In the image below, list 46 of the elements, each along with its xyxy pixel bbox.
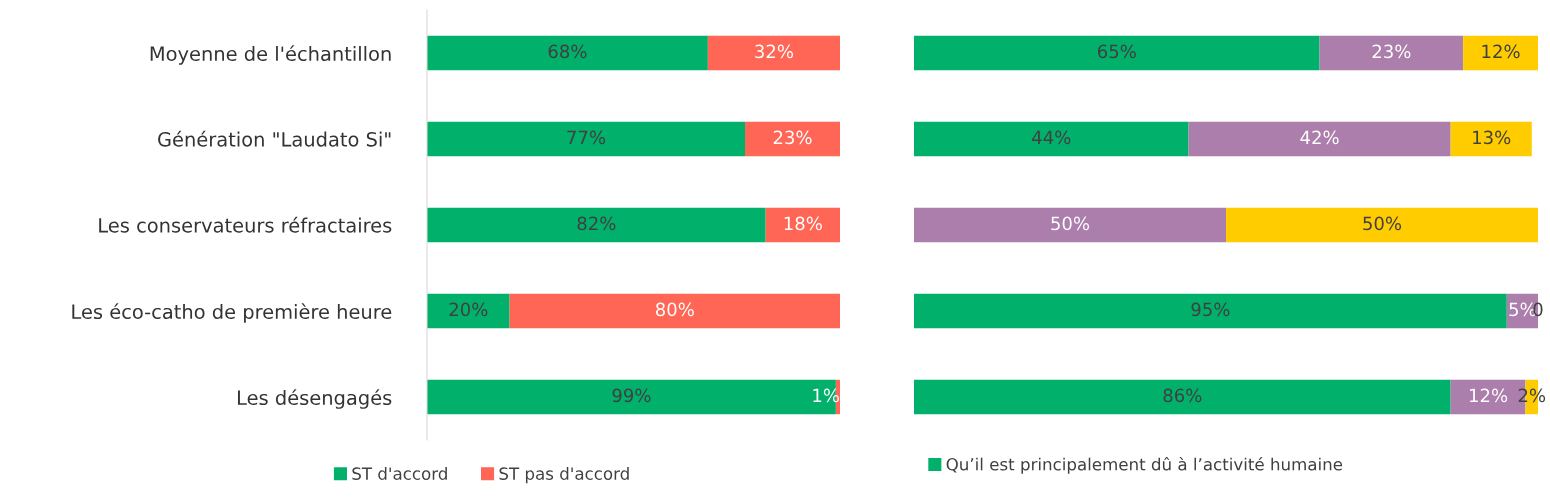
data-label: 80% [655, 302, 694, 317]
data-label: 95% [1191, 302, 1230, 317]
bar [427, 121, 746, 157]
data-label: 65% [1098, 44, 1136, 59]
data-label: 18% [784, 216, 822, 231]
bar [509, 293, 840, 329]
data-label: 50% [1051, 216, 1090, 231]
data-label: 20% [449, 302, 488, 317]
bar [427, 207, 766, 243]
y-tick-label: Moyenne de l'échantillon [150, 45, 391, 65]
data-label: 68% [548, 44, 587, 59]
data-label: 13% [1473, 130, 1511, 145]
bar [1226, 207, 1538, 243]
data-label: 32% [755, 44, 793, 59]
legend-label: ST pas d'accord [499, 467, 629, 484]
data-label: 12% [1482, 44, 1520, 59]
bar [914, 121, 1189, 157]
bar [914, 379, 1451, 415]
bar [1463, 35, 1538, 71]
legend-label: Qu’il est principalement dû à l’activité humaine [946, 457, 1343, 474]
data-label: 50% [1363, 216, 1402, 231]
legend-label: ST d'accord [352, 467, 447, 480]
data-label: 99% [612, 388, 651, 403]
bar [427, 293, 510, 329]
data-label: 77% [567, 130, 606, 145]
y-tick-label: Les éco-catho de première heure [72, 303, 392, 323]
bar [914, 293, 1507, 329]
bar [1450, 121, 1532, 157]
data-label: 82% [577, 216, 616, 231]
data-label: 44% [1032, 130, 1071, 145]
bar [914, 35, 1320, 71]
bar [1319, 35, 1464, 71]
bar [427, 35, 708, 71]
bar [765, 207, 840, 243]
data-label: 42% [1300, 130, 1339, 145]
bar [707, 35, 840, 71]
data-label: 86% [1163, 388, 1202, 403]
bar [1188, 121, 1451, 157]
bar [914, 207, 1226, 243]
data-label: 23% [773, 130, 812, 145]
y-tick-label: Les désengagés [238, 389, 392, 409]
data-label: 12% [1470, 388, 1508, 403]
bar [745, 121, 840, 157]
data-label: 23% [1372, 44, 1411, 59]
y-tick-label: Les conservateurs réfractaires [99, 216, 392, 233]
y-tick-label: Génération "Laudato Si" [158, 130, 391, 147]
